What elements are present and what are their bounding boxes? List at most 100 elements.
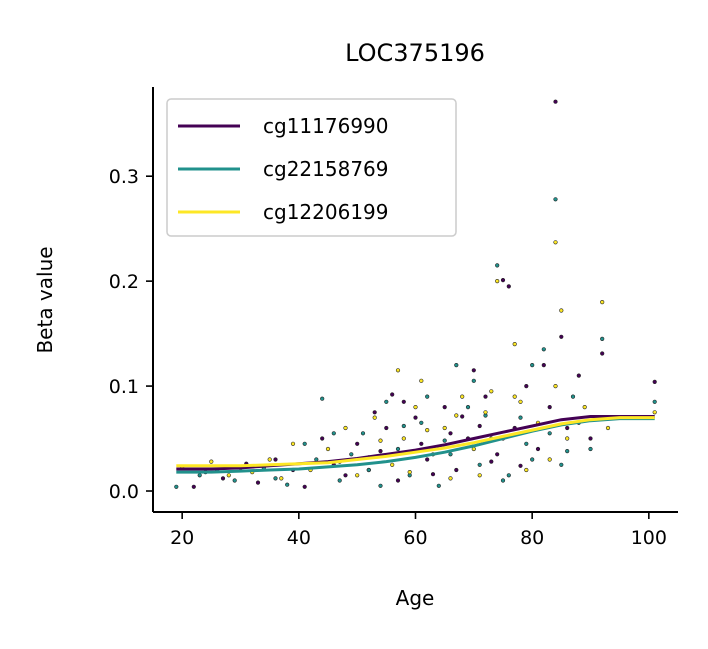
data-point-1-13	[314, 457, 319, 462]
data-point-2-44	[407, 470, 412, 475]
data-point-2-12	[267, 457, 272, 462]
x-tick-label-4: 100	[631, 527, 667, 549]
legend-box	[166, 98, 457, 237]
data-point-0-2	[652, 379, 657, 385]
data-point-0-19	[425, 457, 430, 462]
data-point-1-22	[465, 405, 471, 410]
data-point-1-47	[565, 449, 570, 454]
data-point-1-4	[530, 363, 535, 368]
data-point-2-45	[454, 413, 459, 418]
data-point-0-12	[302, 484, 307, 489]
data-point-2-46	[489, 389, 494, 394]
data-point-0-6	[600, 351, 605, 356]
data-point-1-23	[477, 462, 482, 467]
data-point-0-26	[524, 384, 529, 389]
data-point-0-37	[430, 472, 436, 477]
data-point-2-24	[460, 394, 465, 399]
data-point-0-38	[477, 423, 482, 429]
data-point-2-3	[559, 308, 564, 313]
data-point-1-29	[559, 462, 564, 467]
y-tick-label-1: 0.1	[109, 376, 139, 398]
data-point-0-44	[419, 441, 424, 446]
data-point-0-3	[471, 368, 476, 373]
x-axis-title: Age	[396, 586, 435, 610]
data-point-0-32	[343, 473, 348, 478]
legend-label-2: cg12206199	[263, 200, 389, 224]
data-point-2-5	[419, 378, 424, 383]
data-point-1-12	[285, 482, 290, 487]
legend-label-0: cg11176990	[263, 114, 389, 138]
legend: cg11176990 cg22158769 cg12206199	[166, 98, 457, 237]
data-point-2-18	[372, 415, 377, 420]
series-line-2	[176, 416, 655, 468]
data-point-0-11	[273, 457, 278, 462]
data-point-2-1	[495, 279, 500, 284]
data-point-0-10	[255, 480, 261, 485]
data-point-1-36	[273, 476, 278, 481]
data-point-1-15	[360, 431, 366, 436]
data-point-1-10	[232, 478, 237, 483]
data-point-1-42	[442, 438, 447, 443]
x-tick-label-2: 60	[403, 527, 427, 549]
data-point-0-14	[355, 441, 360, 446]
y-axis-title: Beta value	[33, 246, 57, 353]
data-point-1-26	[518, 415, 523, 420]
data-point-0-17	[395, 478, 401, 483]
x-tick-label-0: 20	[170, 527, 194, 549]
data-point-2-9	[209, 459, 214, 464]
data-point-2-6	[395, 368, 401, 373]
data-point-2-0	[553, 240, 558, 245]
data-point-1-3	[600, 336, 605, 342]
data-point-2-42	[518, 399, 523, 404]
data-point-0-43	[372, 410, 377, 415]
data-point-1-8	[174, 484, 179, 489]
data-point-1-0	[553, 197, 558, 202]
data-point-1-28	[547, 431, 552, 436]
data-point-2-13	[290, 441, 296, 446]
data-point-1-20	[436, 483, 441, 488]
data-point-2-40	[425, 428, 430, 433]
data-point-0-4	[506, 284, 511, 289]
data-point-2-19	[390, 462, 395, 467]
data-point-0-5	[559, 334, 564, 339]
data-point-0-8	[191, 484, 196, 489]
data-point-1-31	[588, 446, 593, 452]
plot-area	[174, 99, 657, 489]
data-point-1-9	[197, 473, 202, 478]
data-point-2-2	[600, 300, 605, 305]
y-tick-label-0: 0.0	[109, 481, 139, 503]
data-point-2-21	[413, 405, 418, 410]
data-point-2-20	[401, 436, 406, 441]
data-point-0-29	[565, 425, 570, 431]
data-point-2-28	[512, 394, 517, 399]
data-point-0-47	[460, 414, 465, 419]
data-point-1-41	[401, 423, 406, 429]
data-point-1-45	[331, 431, 336, 436]
data-point-0-0	[553, 99, 558, 104]
data-point-0-24	[495, 452, 500, 457]
data-point-2-32	[565, 436, 570, 441]
data-point-2-4	[512, 342, 517, 347]
data-point-1-27	[530, 457, 535, 462]
data-point-1-14	[337, 478, 342, 483]
data-point-1-5	[454, 363, 459, 368]
data-point-1-7	[652, 399, 657, 404]
data-point-2-10	[226, 473, 231, 478]
x-tick-label-1: 40	[287, 527, 311, 549]
data-point-1-35	[302, 441, 307, 446]
data-point-0-30	[401, 399, 406, 404]
legend-label-1: cg22158769	[263, 157, 389, 181]
data-point-0-21	[454, 467, 459, 473]
data-point-2-25	[471, 446, 476, 452]
data-point-1-40	[570, 394, 576, 399]
data-point-0-28	[547, 405, 552, 410]
data-point-0-42	[448, 431, 453, 436]
data-point-0-1	[500, 278, 506, 283]
data-point-2-35	[448, 476, 453, 481]
data-point-0-9	[220, 476, 226, 481]
data-point-2-41	[477, 473, 482, 478]
data-point-0-31	[378, 449, 383, 454]
data-point-2-26	[483, 410, 488, 415]
data-point-2-43	[547, 457, 552, 462]
